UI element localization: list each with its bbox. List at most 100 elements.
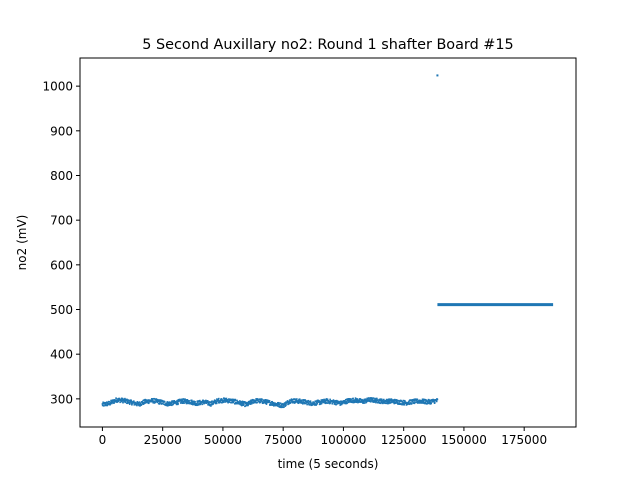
data-point [352, 397, 354, 400]
data-point [142, 403, 145, 405]
data-point [411, 399, 414, 401]
data-point [176, 403, 178, 405]
data-point [381, 399, 383, 401]
data-point [220, 398, 223, 400]
y-tick-label: 800 [50, 169, 73, 183]
data-point [302, 401, 305, 404]
data-point [120, 398, 122, 401]
data-point [221, 399, 223, 401]
data-point [272, 403, 275, 405]
data-point [215, 402, 218, 405]
data-point [104, 402, 107, 405]
data-point [152, 400, 155, 403]
data-point [357, 400, 359, 402]
data-point [347, 401, 350, 404]
data-point [306, 403, 308, 406]
axes-frame [79, 57, 577, 428]
data-point [423, 401, 425, 403]
y-tick-label: 600 [50, 258, 73, 272]
data-point [249, 401, 251, 403]
data-point [279, 402, 281, 404]
data-point [298, 400, 301, 402]
data-point [356, 398, 359, 401]
data-point [371, 398, 374, 401]
data-point [403, 403, 406, 406]
data-point [379, 399, 382, 402]
data-point [111, 401, 114, 404]
data-point [234, 398, 237, 401]
data-point [253, 401, 256, 404]
data-point [193, 401, 195, 403]
data-point [295, 399, 297, 402]
data-point [193, 402, 196, 404]
data-point [356, 400, 358, 403]
data-point [241, 402, 244, 405]
data-point [202, 399, 205, 402]
y-tick-label: 400 [50, 348, 73, 362]
data-point [190, 399, 193, 402]
x-tick-label: 0 [99, 433, 107, 447]
data-point [279, 405, 282, 407]
data-point [418, 402, 421, 404]
data-point [210, 405, 212, 407]
data-point [166, 402, 168, 404]
data-point [307, 399, 310, 402]
data-point [212, 403, 214, 405]
data-point [265, 399, 268, 401]
data-point [171, 404, 173, 407]
data-point [372, 397, 375, 399]
data-point [244, 405, 247, 407]
data-point [322, 401, 325, 404]
data-point [296, 398, 298, 400]
data-point [145, 401, 148, 404]
data-point [148, 400, 151, 403]
data-point [301, 400, 303, 402]
data-point [121, 400, 123, 403]
data-point [374, 398, 377, 400]
data-point [181, 400, 183, 403]
data-point [172, 401, 175, 404]
x-tick-label: 150000 [441, 433, 487, 447]
y-tick-label: 900 [50, 124, 73, 138]
data-point [114, 399, 116, 401]
data-point [388, 399, 391, 402]
data-point [225, 397, 228, 400]
data-point [136, 404, 138, 407]
data-point [284, 402, 286, 405]
data-point [394, 399, 397, 401]
data-point [293, 398, 295, 400]
data-point [293, 402, 296, 404]
data-point [297, 402, 300, 405]
data-point [240, 401, 243, 404]
data-point [139, 403, 142, 405]
data-point [155, 400, 158, 403]
data-point [196, 402, 199, 404]
data-point [247, 400, 250, 403]
data-point [226, 401, 228, 403]
data-point [314, 402, 316, 404]
data-point [331, 400, 334, 402]
data-point [106, 401, 109, 404]
data-point [169, 403, 172, 406]
data-point [112, 400, 114, 403]
data-point [325, 401, 327, 404]
data-point [298, 398, 301, 401]
data-point [363, 401, 365, 403]
data-point [108, 401, 111, 403]
data-point [288, 399, 291, 401]
data-point [395, 402, 397, 404]
data-point [404, 400, 406, 402]
data-point [388, 399, 390, 402]
data-point [110, 400, 113, 403]
data-point [354, 401, 356, 403]
data-point [234, 402, 236, 405]
data-point [320, 402, 323, 405]
x-tick-label: 125000 [381, 433, 427, 447]
data-point [131, 402, 133, 405]
data-point [208, 401, 211, 403]
data-point [324, 402, 327, 405]
data-point [277, 401, 280, 404]
data-point [282, 402, 284, 405]
data-point [391, 401, 394, 403]
